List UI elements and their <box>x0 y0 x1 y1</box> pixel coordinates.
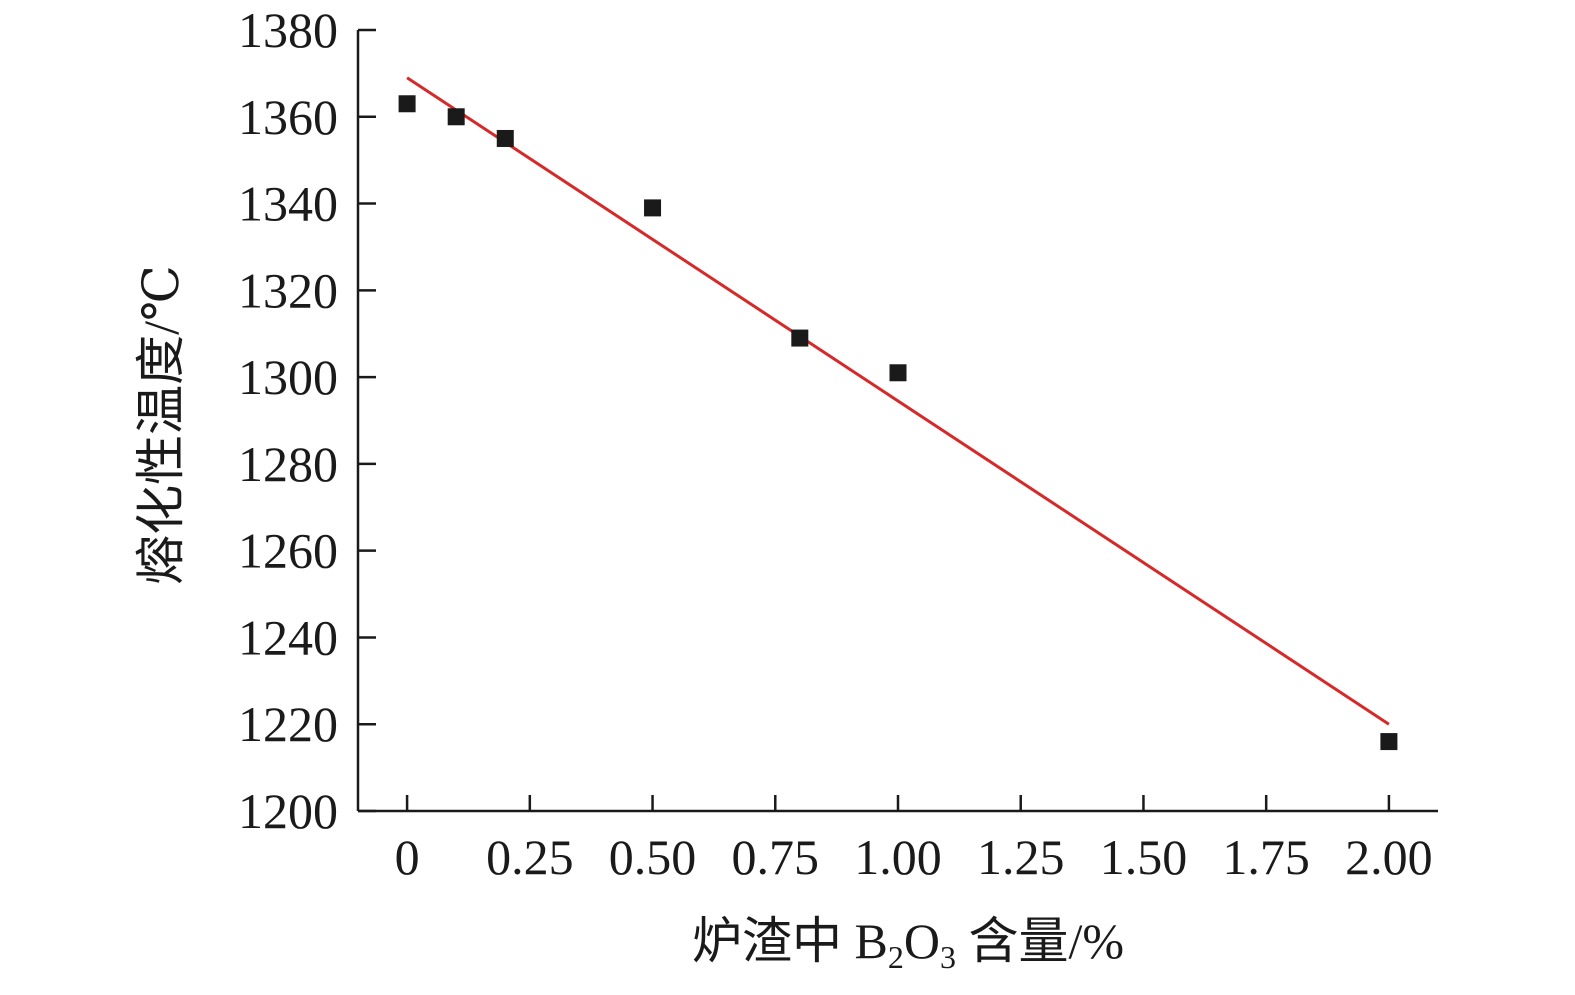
points-layer <box>398 95 1398 751</box>
y-tick-label: 1240 <box>238 609 338 665</box>
x-tick-label: 1.00 <box>854 829 942 885</box>
x-tick-label: 0 <box>395 829 420 885</box>
x-tick-label: 1.75 <box>1222 829 1310 885</box>
x-tick-label: 0.75 <box>732 829 820 885</box>
y-tick-label: 1380 <box>238 2 338 58</box>
fit-line <box>406 76 1390 726</box>
x-tick-label: 1.50 <box>1100 829 1188 885</box>
x-tick-label: 2.00 <box>1345 829 1433 885</box>
y-tick-label: 1360 <box>238 89 338 145</box>
y-tick-label: 1200 <box>238 783 338 839</box>
data-point <box>1380 733 1398 751</box>
data-point <box>889 364 907 382</box>
x-tick-label: 1.25 <box>977 829 1065 885</box>
y-tick-label: 1300 <box>238 349 338 405</box>
labels-layer: 1200 1220 1240 1260 1280 1300 1320 1340 1360 1380… <box>133 2 1433 975</box>
data-point <box>791 329 809 347</box>
x-tick-label: 0.25 <box>486 829 574 885</box>
fit-line-layer <box>406 76 1390 726</box>
data-point <box>447 108 465 126</box>
data-point <box>644 199 662 217</box>
y-tick-label: 1280 <box>238 436 338 492</box>
y-axis-label: 熔化性温度/℃ <box>133 265 189 585</box>
x-axis-label: 炉渣中 B2O3 含量/% <box>692 913 1124 975</box>
data-point <box>496 129 514 147</box>
y-tick-label: 1260 <box>238 523 338 579</box>
axes-layer <box>356 28 1438 813</box>
y-tick-label: 1340 <box>238 176 338 232</box>
data-point <box>398 95 416 113</box>
y-tick-label: 1220 <box>238 696 338 752</box>
x-tick-label: 0.50 <box>609 829 697 885</box>
y-tick-label: 1320 <box>238 262 338 318</box>
